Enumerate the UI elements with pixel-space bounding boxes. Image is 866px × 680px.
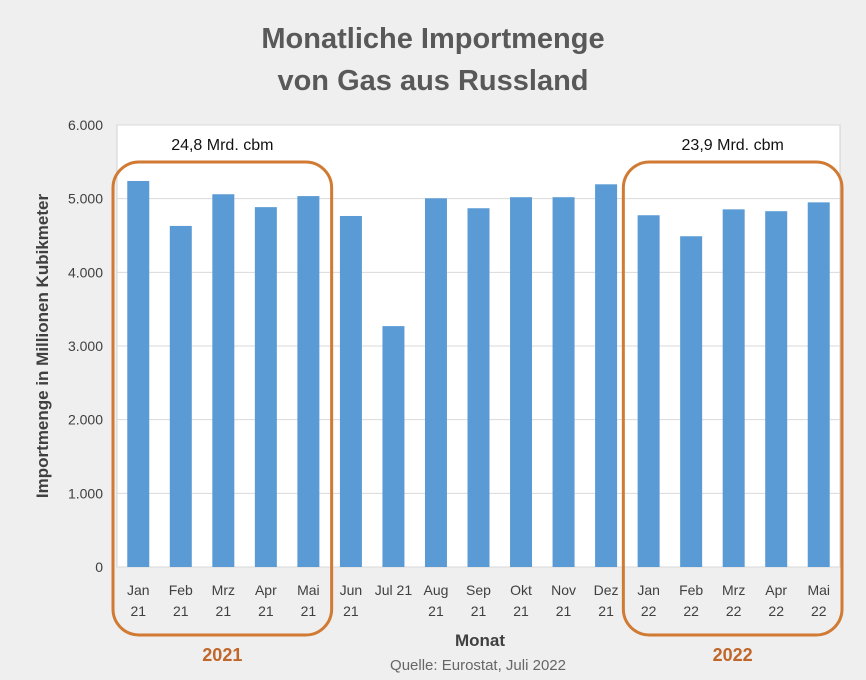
x-tick-label: Dez xyxy=(594,582,619,598)
highlight-box xyxy=(111,160,334,637)
x-tick-label-year: 21 xyxy=(343,603,359,619)
x-tick-label: Mai xyxy=(297,582,320,598)
x-tick-label-year: 21 xyxy=(216,603,232,619)
year-label: 2021 xyxy=(202,645,242,665)
x-tick-label: Okt xyxy=(510,582,532,598)
bar xyxy=(254,207,277,567)
y-tick-label: 2.000 xyxy=(68,412,103,428)
highlight-box xyxy=(621,160,844,637)
x-tick-label: Feb xyxy=(169,582,193,598)
bar xyxy=(595,184,618,567)
bar xyxy=(212,194,235,567)
chart-title-line2: von Gas aus Russland xyxy=(277,65,588,97)
bar xyxy=(807,202,830,567)
x-tick-label: Jul 21 xyxy=(375,582,413,598)
bar xyxy=(722,209,745,567)
bar xyxy=(382,326,405,567)
x-tick-label-year: 22 xyxy=(683,603,699,619)
bar xyxy=(424,198,447,567)
x-tick-label: Mai xyxy=(807,582,830,598)
x-tick-label-year: 21 xyxy=(258,603,274,619)
x-tick-label-year: 21 xyxy=(301,603,317,619)
bar xyxy=(637,215,660,567)
bar xyxy=(339,215,362,567)
x-tick-label: Aug xyxy=(424,582,449,598)
x-tick-label: Nov xyxy=(551,582,576,598)
annotation-label: 23,9 Mrd. cbm xyxy=(682,137,784,154)
y-tick-label: 1.000 xyxy=(68,485,103,501)
x-tick-label-year: 21 xyxy=(598,603,614,619)
x-tick-label-year: 21 xyxy=(173,603,189,619)
x-tick-label: Mrz xyxy=(722,582,745,598)
x-tick-label: Apr xyxy=(765,582,787,598)
x-axis-label: Monat xyxy=(455,631,505,650)
x-tick-label: Jan xyxy=(637,582,660,598)
x-tick-label: Jun xyxy=(340,582,363,598)
y-tick-label: 6.000 xyxy=(68,117,103,133)
x-tick-label: Sep xyxy=(466,582,491,598)
bar xyxy=(297,196,320,568)
x-tick-label-year: 22 xyxy=(811,603,827,619)
bar xyxy=(169,225,192,567)
x-tick-label-year: 21 xyxy=(428,603,444,619)
x-tick-label: Mrz xyxy=(212,582,235,598)
y-tick-label: 0 xyxy=(95,559,103,575)
source-note: Quelle: Eurostat, Juli 2022 xyxy=(390,657,566,674)
x-tick-label: Jan xyxy=(127,582,150,598)
x-tick-label-year: 21 xyxy=(130,603,146,619)
chart-title-line1: Monatliche Importmenge xyxy=(261,23,604,55)
x-tick-label: Apr xyxy=(255,582,277,598)
y-tick-label: 3.000 xyxy=(68,338,103,354)
y-axis-label: Importmenge in Millionen Kubikmeter xyxy=(33,194,52,499)
bar xyxy=(680,236,703,567)
y-tick-label: 4.000 xyxy=(68,264,103,280)
bar xyxy=(127,180,150,567)
x-tick-label-year: 22 xyxy=(641,603,657,619)
annotation-label: 24,8 Mrd. cbm xyxy=(171,137,273,154)
x-tick-label-year: 22 xyxy=(768,603,784,619)
bar xyxy=(467,208,490,567)
x-tick-label-year: 22 xyxy=(726,603,742,619)
x-tick-label-year: 21 xyxy=(513,603,529,619)
bar xyxy=(510,197,533,567)
year-label: 2022 xyxy=(713,645,753,665)
y-tick-label: 5.000 xyxy=(68,191,103,207)
x-tick-label-year: 21 xyxy=(556,603,572,619)
bar xyxy=(765,211,788,567)
x-tick-label: Feb xyxy=(679,582,703,598)
bar xyxy=(552,197,575,567)
x-tick-label-year: 21 xyxy=(471,603,487,619)
